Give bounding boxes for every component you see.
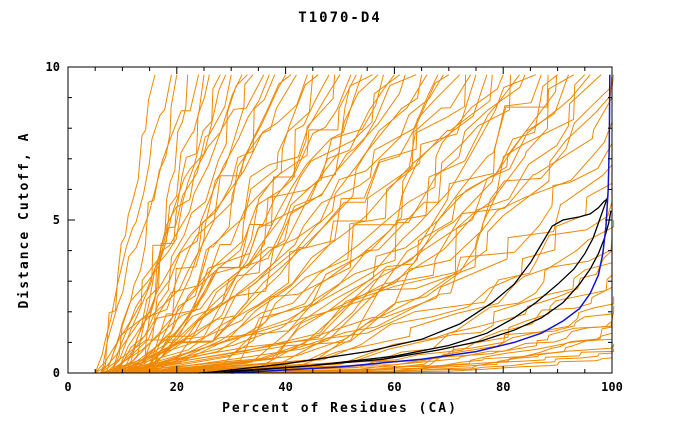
y-tick-label: 10 bbox=[46, 60, 60, 74]
model-curve bbox=[111, 74, 341, 374]
x-axis-label: Percent of Residues (CA) bbox=[222, 401, 458, 416]
model-curve bbox=[144, 164, 613, 374]
model-curve bbox=[149, 74, 504, 374]
model-curve bbox=[111, 74, 178, 374]
model-curve bbox=[127, 352, 613, 374]
model-curve bbox=[116, 357, 613, 374]
model-curve bbox=[143, 74, 406, 374]
axis-ticks-group bbox=[67, 66, 613, 374]
model-curve bbox=[127, 74, 536, 374]
model-curve bbox=[111, 143, 613, 374]
model-curve bbox=[116, 74, 520, 374]
model-curve bbox=[116, 74, 248, 374]
model-curve bbox=[106, 74, 558, 374]
model-curve bbox=[111, 286, 613, 374]
model-curve bbox=[133, 74, 493, 374]
reference-curve bbox=[203, 198, 609, 374]
model-curve bbox=[100, 74, 265, 374]
model-curve bbox=[116, 74, 287, 374]
model-curve bbox=[132, 74, 314, 374]
model-curve bbox=[116, 74, 439, 374]
model-curve bbox=[127, 74, 450, 374]
model-curve bbox=[121, 74, 205, 374]
model-curve bbox=[127, 201, 613, 374]
model-curve bbox=[100, 74, 156, 374]
model-curve bbox=[138, 74, 276, 374]
x-tick-label: 80 bbox=[496, 380, 510, 394]
model-curve bbox=[132, 74, 270, 374]
model-curve bbox=[94, 74, 200, 374]
reference-curve bbox=[198, 210, 612, 374]
model-curve bbox=[111, 74, 602, 374]
model-curve bbox=[111, 74, 511, 374]
model-curve bbox=[127, 74, 210, 374]
model-curve bbox=[122, 262, 613, 374]
model-curve bbox=[127, 74, 357, 374]
model-curve bbox=[138, 74, 575, 374]
model-curve bbox=[138, 220, 615, 374]
model-curve bbox=[105, 74, 336, 374]
model-curve bbox=[105, 74, 384, 374]
plot-border-box bbox=[67, 66, 613, 374]
model-curve bbox=[122, 74, 586, 374]
model-curve bbox=[106, 235, 613, 374]
best-model-curve bbox=[231, 74, 611, 374]
model-curve bbox=[116, 74, 428, 374]
model-curve bbox=[116, 182, 613, 374]
x-tick-label: 100 bbox=[601, 380, 623, 394]
model-curve bbox=[122, 97, 613, 374]
model-curve bbox=[100, 74, 297, 374]
model-curve bbox=[133, 121, 613, 374]
y-tick-label: 5 bbox=[53, 213, 60, 227]
model-curves-group bbox=[94, 74, 615, 374]
model-curve bbox=[143, 74, 526, 374]
model-curve bbox=[94, 74, 172, 374]
tick-labels-group: 0 20 40 60 80 100 0 5 10 bbox=[46, 60, 623, 394]
model-curve bbox=[143, 74, 189, 374]
best-model-curve-group bbox=[231, 74, 611, 374]
model-curve bbox=[149, 250, 613, 374]
model-curve bbox=[144, 74, 613, 374]
model-curve bbox=[111, 348, 615, 374]
model-curve bbox=[122, 74, 319, 374]
model-curve bbox=[100, 74, 467, 374]
model-curve bbox=[143, 74, 379, 374]
model-curve bbox=[94, 74, 308, 374]
x-tick-label: 40 bbox=[278, 380, 292, 394]
plot-title: T1070-D4 bbox=[298, 10, 381, 26]
y-axis-label: Distance Cutoff, A bbox=[17, 132, 32, 309]
model-curve bbox=[122, 74, 423, 374]
model-curve bbox=[122, 74, 373, 374]
model-curve bbox=[133, 74, 488, 374]
model-curve bbox=[106, 326, 613, 374]
model-curve bbox=[133, 343, 615, 374]
x-tick-label: 20 bbox=[170, 380, 184, 394]
model-curve bbox=[138, 74, 569, 374]
model-curve bbox=[138, 74, 330, 374]
model-curve bbox=[133, 74, 254, 374]
model-curve bbox=[149, 74, 417, 374]
x-tick-label: 60 bbox=[387, 380, 401, 394]
reference-curve bbox=[220, 195, 609, 374]
model-curve bbox=[138, 320, 613, 374]
model-curve bbox=[111, 74, 352, 374]
model-curve bbox=[105, 74, 461, 374]
model-curve bbox=[144, 296, 615, 374]
model-curve bbox=[122, 74, 477, 374]
model-curve bbox=[111, 74, 472, 374]
model-curve bbox=[122, 74, 221, 374]
model-curve bbox=[111, 74, 401, 374]
model-curve bbox=[100, 74, 395, 374]
model-curve bbox=[138, 74, 444, 374]
model-curve bbox=[133, 74, 549, 374]
x-tick-label: 0 bbox=[64, 380, 71, 394]
model-curve bbox=[127, 74, 558, 374]
reference-curves-group bbox=[198, 195, 612, 374]
model-curve bbox=[105, 74, 227, 374]
y-tick-label: 0 bbox=[53, 366, 60, 380]
